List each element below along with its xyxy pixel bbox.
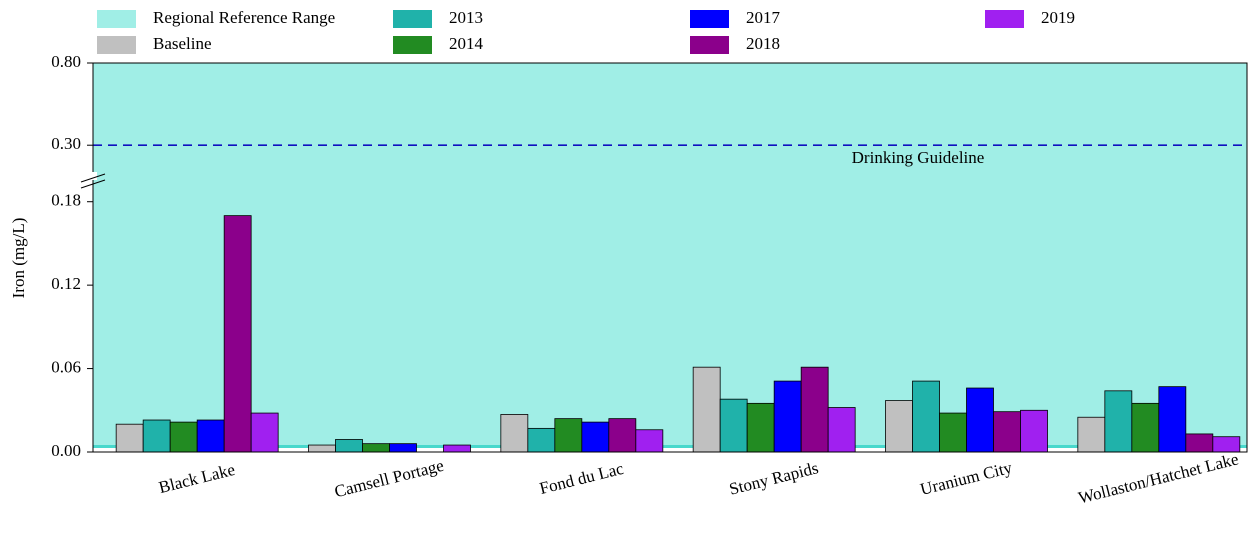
bar xyxy=(1158,386,1187,453)
bar xyxy=(527,427,556,453)
legend-label: 2013 xyxy=(449,8,483,27)
bar xyxy=(389,443,417,453)
bar xyxy=(993,411,1021,453)
legend-swatch xyxy=(985,10,1024,28)
bar xyxy=(223,215,252,453)
legend-swatch xyxy=(690,36,729,54)
bar xyxy=(500,414,529,453)
bar xyxy=(169,421,198,453)
bar xyxy=(635,429,664,453)
bar xyxy=(800,366,829,453)
bar xyxy=(1131,402,1160,453)
y-tick-label: 0.30 xyxy=(51,134,81,153)
y-tick-label: 0.12 xyxy=(51,274,81,293)
legend-label: Baseline xyxy=(153,34,212,53)
bar xyxy=(581,421,610,453)
plot-frame xyxy=(92,62,1248,453)
bar xyxy=(335,439,363,453)
y-tick-label: 0.00 xyxy=(51,441,81,460)
bar xyxy=(746,402,775,453)
bar xyxy=(692,366,721,453)
y-axis-label: Iron (mg/L) xyxy=(9,218,28,299)
bar xyxy=(1104,390,1133,453)
axis-break xyxy=(80,179,106,189)
guideline-label: Drinking Guideline xyxy=(852,148,985,167)
bar xyxy=(443,444,471,453)
bar xyxy=(966,387,994,453)
legend-label: 2014 xyxy=(449,34,484,53)
bar xyxy=(773,380,802,453)
bar xyxy=(1077,416,1106,453)
x-tick-label: Black Lake xyxy=(157,460,237,497)
bar xyxy=(719,398,748,453)
x-tick-label: Uranium City xyxy=(918,458,1014,499)
bar xyxy=(196,419,225,453)
reference-range xyxy=(93,63,1247,447)
legend-swatch xyxy=(393,36,432,54)
bar xyxy=(250,412,279,453)
bar xyxy=(939,412,967,453)
bar xyxy=(912,380,940,453)
bar xyxy=(1185,433,1214,453)
bar xyxy=(608,418,637,453)
legend-label: Regional Reference Range xyxy=(153,8,335,27)
y-tick-label: 0.18 xyxy=(51,191,81,210)
legend-swatch xyxy=(690,10,729,28)
legend-swatch xyxy=(97,36,136,54)
x-tick-label: Stony Rapids xyxy=(727,458,820,498)
bar xyxy=(142,419,171,453)
x-tick-label: Wollaston/Hatchet Lake xyxy=(1076,449,1240,507)
legend-swatch xyxy=(97,10,136,28)
legend-label: 2018 xyxy=(746,34,780,53)
legend-label: 2019 xyxy=(1041,8,1075,27)
bar xyxy=(554,418,583,453)
x-tick-label: Fond du Lac xyxy=(537,459,625,498)
bar xyxy=(362,443,390,453)
axis-break xyxy=(80,173,106,183)
y-tick-label: 0.06 xyxy=(51,357,81,376)
bar xyxy=(115,423,144,453)
bar xyxy=(827,407,856,453)
bar xyxy=(308,444,336,453)
x-tick-label: Camsell Portage xyxy=(333,456,446,502)
legend-label: 2017 xyxy=(746,8,781,27)
bar xyxy=(1020,409,1048,453)
y-tick-label: 0.80 xyxy=(51,52,81,71)
axis-break-gap xyxy=(87,172,97,180)
legend-swatch xyxy=(393,10,432,28)
bar xyxy=(885,400,913,453)
